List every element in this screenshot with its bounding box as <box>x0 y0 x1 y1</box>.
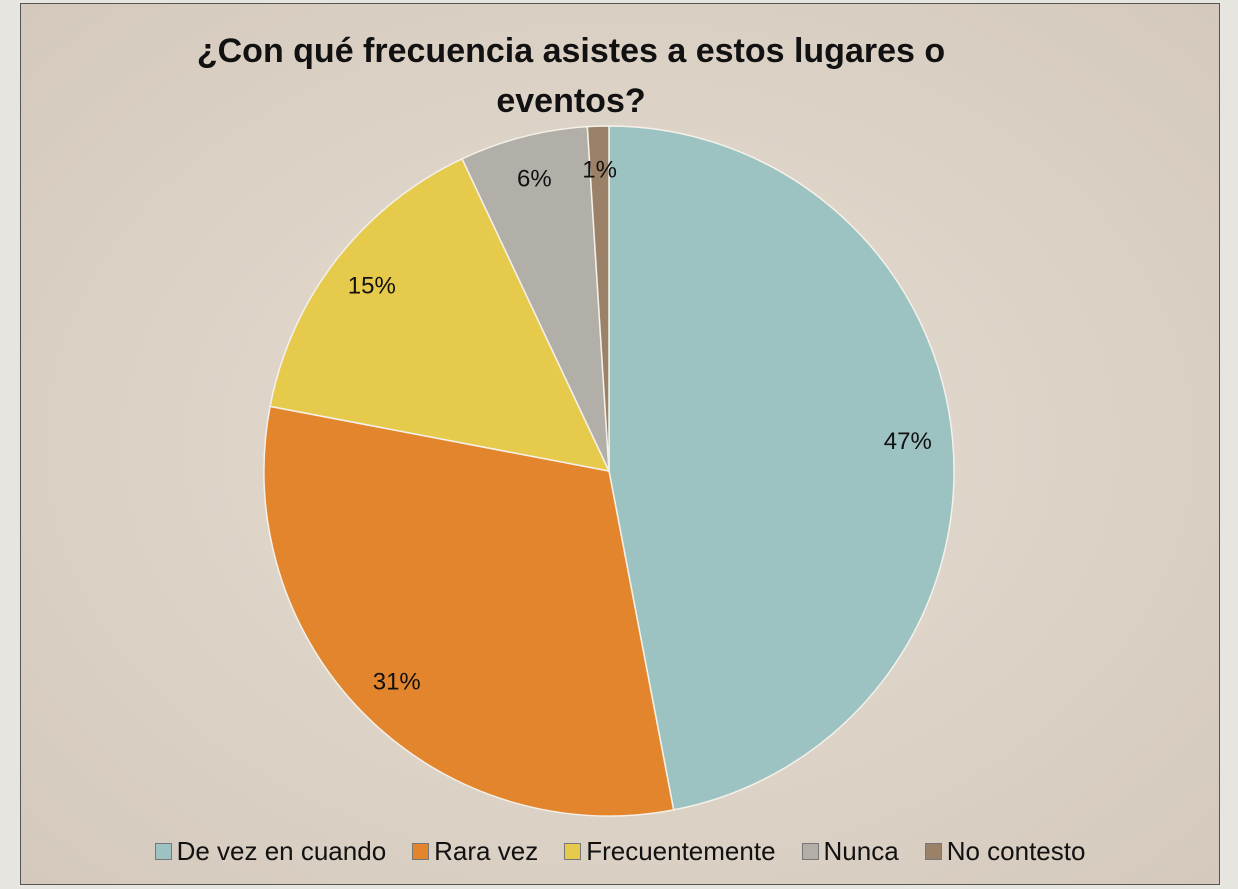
legend-item: De vez en cuando <box>154 836 387 867</box>
pie-slice <box>263 405 675 817</box>
legend-item: No contesto <box>924 836 1086 867</box>
legend-item: Frecuentemente <box>564 836 776 867</box>
pie-slice <box>608 125 955 811</box>
legend-swatch <box>564 843 582 860</box>
data-label: 31% <box>373 669 421 696</box>
pie-slice <box>269 157 611 473</box>
legend-swatch <box>412 843 430 860</box>
legend-label: Rara vez <box>434 836 539 866</box>
legend: De vez en cuando Rara vez Frecuentemente Nu… <box>21 836 1219 867</box>
legend-item: Rara vez <box>412 836 538 867</box>
pie-slice <box>461 125 610 472</box>
legend-label: Frecuentemente <box>586 836 776 866</box>
data-label: 15% <box>348 272 396 299</box>
chart-title: ¿Con qué frecuencia asistes a estos luga… <box>196 32 946 120</box>
data-label: 6% <box>517 166 552 193</box>
legend-swatch <box>154 843 172 860</box>
legend-label: No contesto <box>946 836 1086 866</box>
legend-label: Nunca <box>823 836 899 866</box>
data-label: 1% <box>582 156 617 183</box>
chart-area: 47% 31% 15% 6% 1% ¿Con qué frecuencia asiste… <box>20 3 1220 885</box>
legend-item: Nunca <box>801 836 899 867</box>
legend-swatch <box>801 843 819 860</box>
chart: 47% 31% 15% 6% 1% <box>263 125 955 817</box>
legend-swatch <box>924 843 942 860</box>
pie-slice <box>586 125 610 472</box>
legend-label: De vez en cuando <box>176 836 387 866</box>
data-label: 47% <box>884 428 932 455</box>
